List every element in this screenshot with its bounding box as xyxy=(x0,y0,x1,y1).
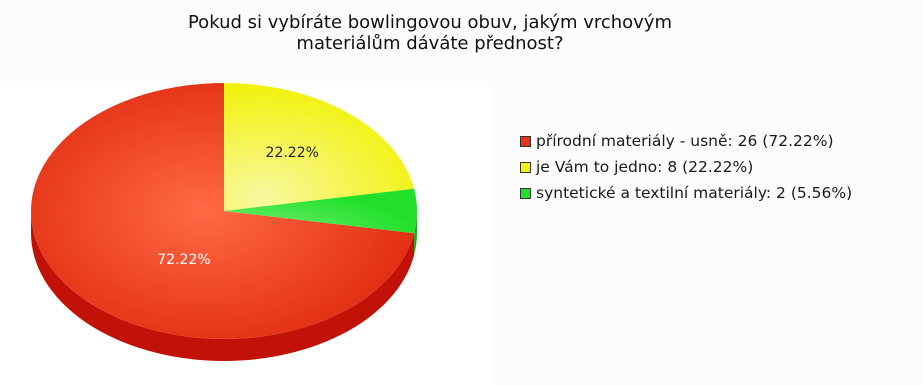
chart-title: Pokud si vybíráte bowlingovou obuv, jaký… xyxy=(187,12,673,54)
pie-slice-side xyxy=(31,211,415,361)
pie-slice xyxy=(224,83,415,211)
pie-slice xyxy=(30,83,415,340)
legend-item: syntetické a textilní materiály: 2 (5.56… xyxy=(520,180,852,206)
pie-data-label: 22.22% xyxy=(266,145,319,161)
legend-label: je Vám to jedno: 8 (22.22%) xyxy=(536,158,754,176)
pie-slice-side xyxy=(414,211,417,256)
legend-swatch xyxy=(520,187,531,199)
legend-swatch xyxy=(520,135,531,147)
pie-labels: 72.22% 22.22% xyxy=(157,145,319,268)
legend-swatch xyxy=(520,161,531,173)
legend-label: přírodní materiály - usně: 26 (72.22%) xyxy=(536,132,834,150)
pie-slice xyxy=(224,188,418,234)
legend-label: syntetické a textilní materiály: 2 (5.56… xyxy=(536,184,853,202)
legend-item: přírodní materiály - usně: 26 (72.22%) xyxy=(520,128,852,154)
legend-item: je Vám to jedno: 8 (22.22%) xyxy=(520,154,852,180)
legend: přírodní materiály - usně: 26 (72.22%) j… xyxy=(520,128,852,206)
pie-tops xyxy=(30,83,418,340)
pie-data-label: 72.22% xyxy=(157,252,210,268)
pie-sides xyxy=(31,211,417,361)
